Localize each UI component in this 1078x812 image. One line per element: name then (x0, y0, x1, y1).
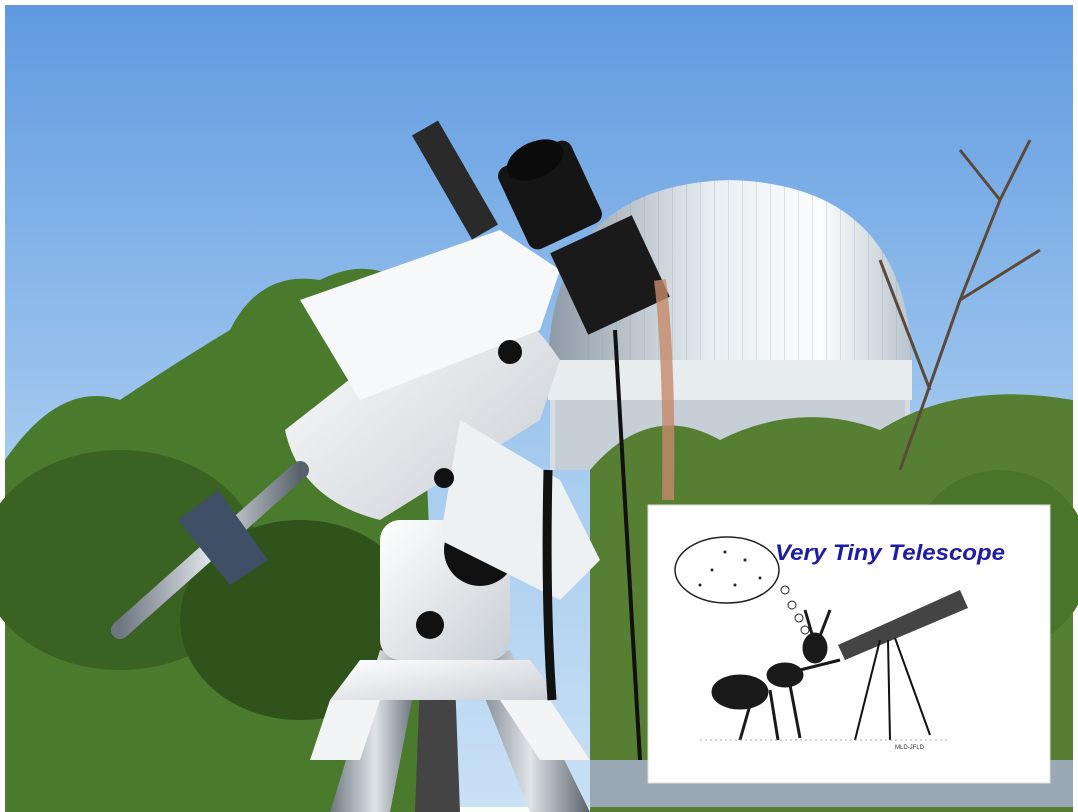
photo: Very Tiny Telescope MLD-JFLD (0, 0, 1078, 812)
ant-part (803, 633, 827, 663)
tripod-part (330, 660, 560, 700)
constellation-part (734, 584, 737, 587)
camera-part (547, 470, 552, 700)
ant-part (767, 663, 803, 687)
observatory-dome-part (548, 360, 912, 400)
logo-panel: Very Tiny Telescope MLD-JFLD (648, 505, 1050, 783)
constellation-part (711, 569, 714, 572)
constellation-part (724, 551, 727, 554)
mount-part (498, 340, 522, 364)
logo-title: Very Tiny Telescope (775, 540, 1005, 565)
mount-part (434, 468, 454, 488)
constellation-part (744, 559, 747, 562)
logo-signature: MLD-JFLD (895, 745, 925, 751)
page: Very Tiny Telescope MLD-JFLD (() => { co… (0, 0, 1078, 812)
ant-part (712, 675, 768, 709)
mount-part (416, 611, 444, 639)
constellation-part (759, 577, 762, 580)
constellation-part (699, 584, 702, 587)
